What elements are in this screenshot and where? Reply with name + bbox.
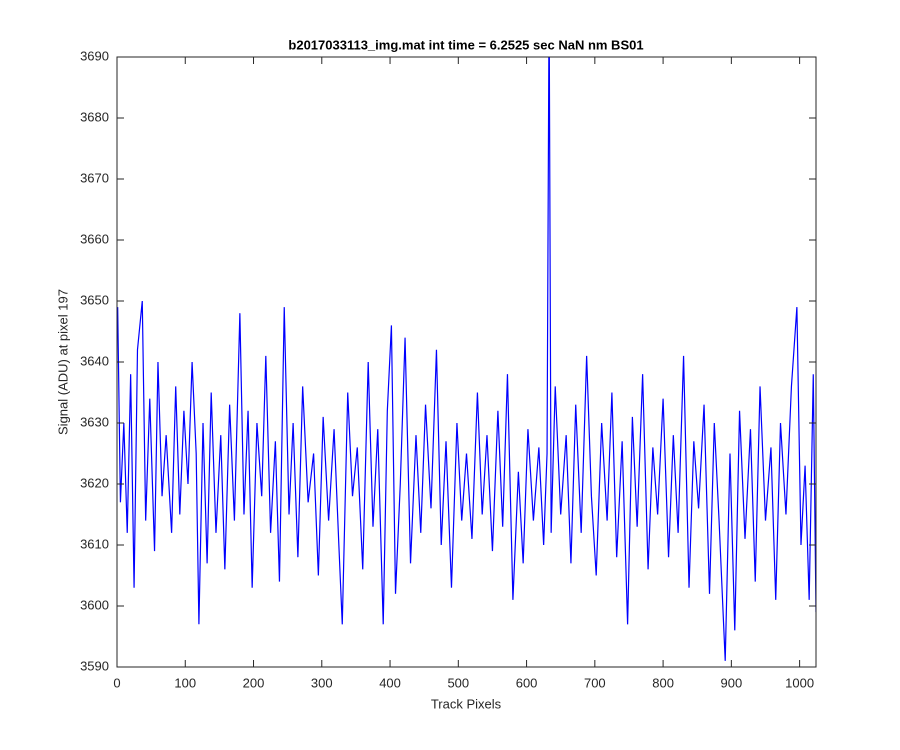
x-tick-label: 300 [311,675,333,690]
x-tick-label: 500 [447,675,469,690]
y-tick-label: 3610 [80,536,109,551]
x-tick-label: 600 [516,675,538,690]
y-tick-label: 3680 [80,109,109,124]
data-line [117,57,816,661]
y-tick-label: 3640 [80,353,109,368]
x-tick-label: 800 [652,675,674,690]
x-tick-label: 100 [174,675,196,690]
x-tick-label: 700 [584,675,606,690]
x-tick-label: 0 [113,675,120,690]
y-tick-label: 3650 [80,292,109,307]
x-tick-label: 400 [379,675,401,690]
y-axis-label: Signal (ADU) at pixel 197 [55,289,70,435]
y-tick-label: 3690 [80,48,109,63]
x-axis-label: Track Pixels [431,696,502,711]
y-tick-label: 3670 [80,170,109,185]
y-tick-label: 3660 [80,231,109,246]
y-tick-label: 3600 [80,597,109,612]
x-tick-label: 200 [243,675,265,690]
x-tick-label: 1000 [785,675,814,690]
x-tick-label: 900 [721,675,743,690]
y-tick-label: 3620 [80,475,109,490]
y-tick-label: 3590 [80,658,109,673]
y-tick-label: 3630 [80,414,109,429]
chart-title: b2017033113_img.mat int time = 6.2525 se… [288,37,643,52]
